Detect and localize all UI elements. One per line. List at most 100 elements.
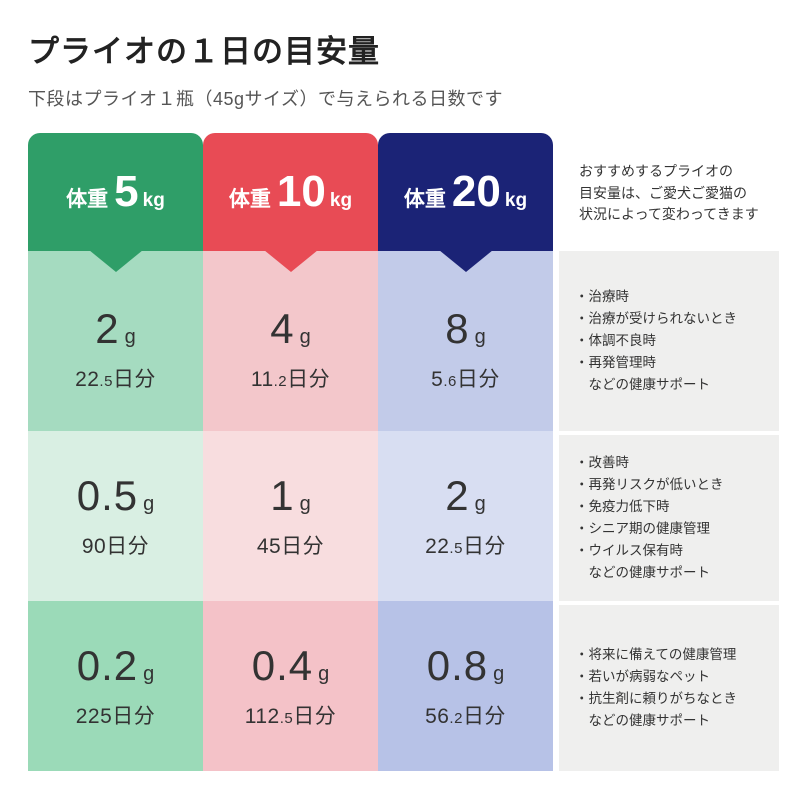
days-label: 日分 <box>106 535 150 558</box>
dose-cell-20kg-maintenance: 0.8 g 56.2日分 <box>378 601 553 771</box>
note-line: ・再発管理時 <box>575 354 656 370</box>
header-label: 体重 20 kg <box>404 167 527 217</box>
note-line: ・シニア期の健康管理 <box>575 521 710 536</box>
dose-amount: 8 g <box>445 305 485 353</box>
note-line: ・改善時 <box>575 455 629 471</box>
dose-unit: g <box>474 326 486 348</box>
weight-unit: kg <box>142 190 165 211</box>
dose-amount: 0.2 g <box>77 642 155 690</box>
dose-unit: g <box>299 326 311 348</box>
weight-value: 5 <box>114 167 139 216</box>
days-label: 日分 <box>462 705 506 728</box>
dose-amount: 4 g <box>270 305 310 353</box>
days-label: 日分 <box>112 705 156 728</box>
header-label: 体重 10 kg <box>229 167 352 217</box>
days-label: 日分 <box>287 368 331 391</box>
note-line: ・治療時 <box>575 289 629 305</box>
days-supply: 5.6日分 <box>431 363 500 393</box>
days-label: 日分 <box>462 535 506 558</box>
dose-number: 8 <box>445 305 470 352</box>
days-label: 日分 <box>281 535 325 558</box>
days-int: 5 <box>431 368 444 391</box>
note-line: などの健康サポート <box>575 712 710 728</box>
days-int: 45 <box>256 535 282 558</box>
days-dec: .2 <box>449 710 463 727</box>
dose-unit: g <box>124 326 136 348</box>
dose-unit: g <box>143 493 155 515</box>
note-line: ・体調不良時 <box>575 333 656 349</box>
days-label: 日分 <box>456 368 500 391</box>
days-dec: .6 <box>443 373 457 390</box>
note-line: ・若いが病弱なペット <box>575 669 710 685</box>
dose-number: 1 <box>270 472 295 519</box>
note-line: などの健康サポート <box>575 376 710 392</box>
dosage-table: 体重 5 kg 体重 10 kg 体重 20 kg おすすめするプラ <box>28 133 779 771</box>
days-dec: .5 <box>279 710 294 727</box>
dose-unit: g <box>299 493 311 515</box>
days-int: 56 <box>425 705 450 728</box>
page-subtitle: 下段はプライオ１瓶（45gサイズ）で与えられる日数です <box>28 89 503 109</box>
note-line: ・将来に備えての健康管理 <box>575 647 737 663</box>
dose-unit: g <box>143 663 155 685</box>
note-line: ・再発リスクが低いとき <box>575 477 724 493</box>
days-supply: 225日分 <box>76 700 156 730</box>
weight-unit: kg <box>329 190 353 211</box>
dose-unit: g <box>493 663 505 685</box>
dose-number: 0.8 <box>426 642 489 689</box>
note-line: ・治療が受けられないとき <box>575 311 737 327</box>
table-row-improvement: 0.5 g 90日分 1 g 45日分 2 g <box>28 431 779 601</box>
dose-amount: 1 g <box>270 472 310 520</box>
column-header-weight-20kg: 体重 20 kg <box>378 133 553 251</box>
note-line: ・抗生剤に頼りがちなとき <box>575 691 737 706</box>
days-int: 11 <box>250 368 274 391</box>
dose-cell-5kg-improvement: 0.5 g 90日分 <box>28 431 203 601</box>
recommendation-note: おすすめするプライオの 目安量は、ご愛犬ご愛猫の 状況によって変わってきます <box>559 133 779 251</box>
days-dec: .5 <box>99 373 113 390</box>
dose-cell-5kg-maintenance: 0.2 g 225日分 <box>28 601 203 771</box>
dose-cell-10kg-maintenance: 0.4 g 112.5日分 <box>203 601 378 771</box>
dose-amount: 0.5 g <box>77 472 155 520</box>
condition-notes-improvement: ・改善時 ・再発リスクが低いとき ・免疫力低下時 ・シニア期の健康管理 ・ウイル… <box>559 431 779 601</box>
days-label: 日分 <box>112 368 156 391</box>
dose-amount: 0.8 g <box>427 642 505 690</box>
days-supply: 56.2日分 <box>425 700 506 730</box>
dose-number: 0.2 <box>76 642 139 689</box>
header-label: 体重 5 kg <box>66 167 165 217</box>
dose-amount: 2 g <box>95 305 135 353</box>
dose-unit: g <box>474 493 486 515</box>
days-int: 22 <box>75 368 100 391</box>
table-row-maintenance: 0.2 g 225日分 0.4 g 112.5日分 0.8 <box>28 601 779 771</box>
dose-amount: 2 g <box>445 472 485 520</box>
page-title: プライオの１日の目安量 <box>28 34 380 69</box>
days-label: 日分 <box>293 705 337 728</box>
weight-value: 10 <box>276 167 326 216</box>
dosage-infographic: プライオの１日の目安量 下段はプライオ１瓶（45gサイズ）で与えられる日数です … <box>0 0 807 771</box>
note-line: ・ウイルス保有時 <box>575 542 683 558</box>
weight-prefix: 体重 <box>228 188 271 211</box>
condition-notes-treatment: ・治療時 ・治療が受けられないとき ・体調不良時 ・再発管理時 などの健康サポー… <box>559 251 779 431</box>
dose-number: 0.4 <box>251 642 314 689</box>
dose-number: 2 <box>95 305 120 352</box>
dose-cell-20kg-improvement: 2 g 22.5日分 <box>378 431 553 601</box>
dose-cell-10kg-improvement: 1 g 45日分 <box>203 431 378 601</box>
days-dec: .2 <box>273 373 288 390</box>
dose-unit: g <box>318 663 330 685</box>
dose-number: 0.5 <box>76 472 139 519</box>
days-supply: 112.5日分 <box>245 700 337 730</box>
weight-value: 20 <box>451 167 501 216</box>
weight-unit: kg <box>504 190 528 211</box>
dose-number: 2 <box>445 472 470 519</box>
days-supply: 22.5日分 <box>425 530 506 560</box>
days-int: 225 <box>75 705 113 728</box>
condition-notes-maintenance: ・将来に備えての健康管理 ・若いが病弱なペット ・抗生剤に頼りがちなとき などの… <box>559 601 779 771</box>
dose-number: 4 <box>270 305 295 352</box>
days-int: 90 <box>81 535 107 558</box>
weight-prefix: 体重 <box>403 188 446 211</box>
dose-cell-10kg-treatment: 4 g 11.2日分 <box>203 251 378 431</box>
days-dec: .5 <box>449 540 463 557</box>
note-line: などの健康サポート <box>575 564 710 580</box>
days-supply: 90日分 <box>82 530 149 560</box>
days-supply: 11.2日分 <box>251 363 330 393</box>
table-row-treatment: 2 g 22.5日分 4 g 11.2日分 8 g <box>28 251 779 431</box>
days-supply: 22.5日分 <box>75 363 156 393</box>
